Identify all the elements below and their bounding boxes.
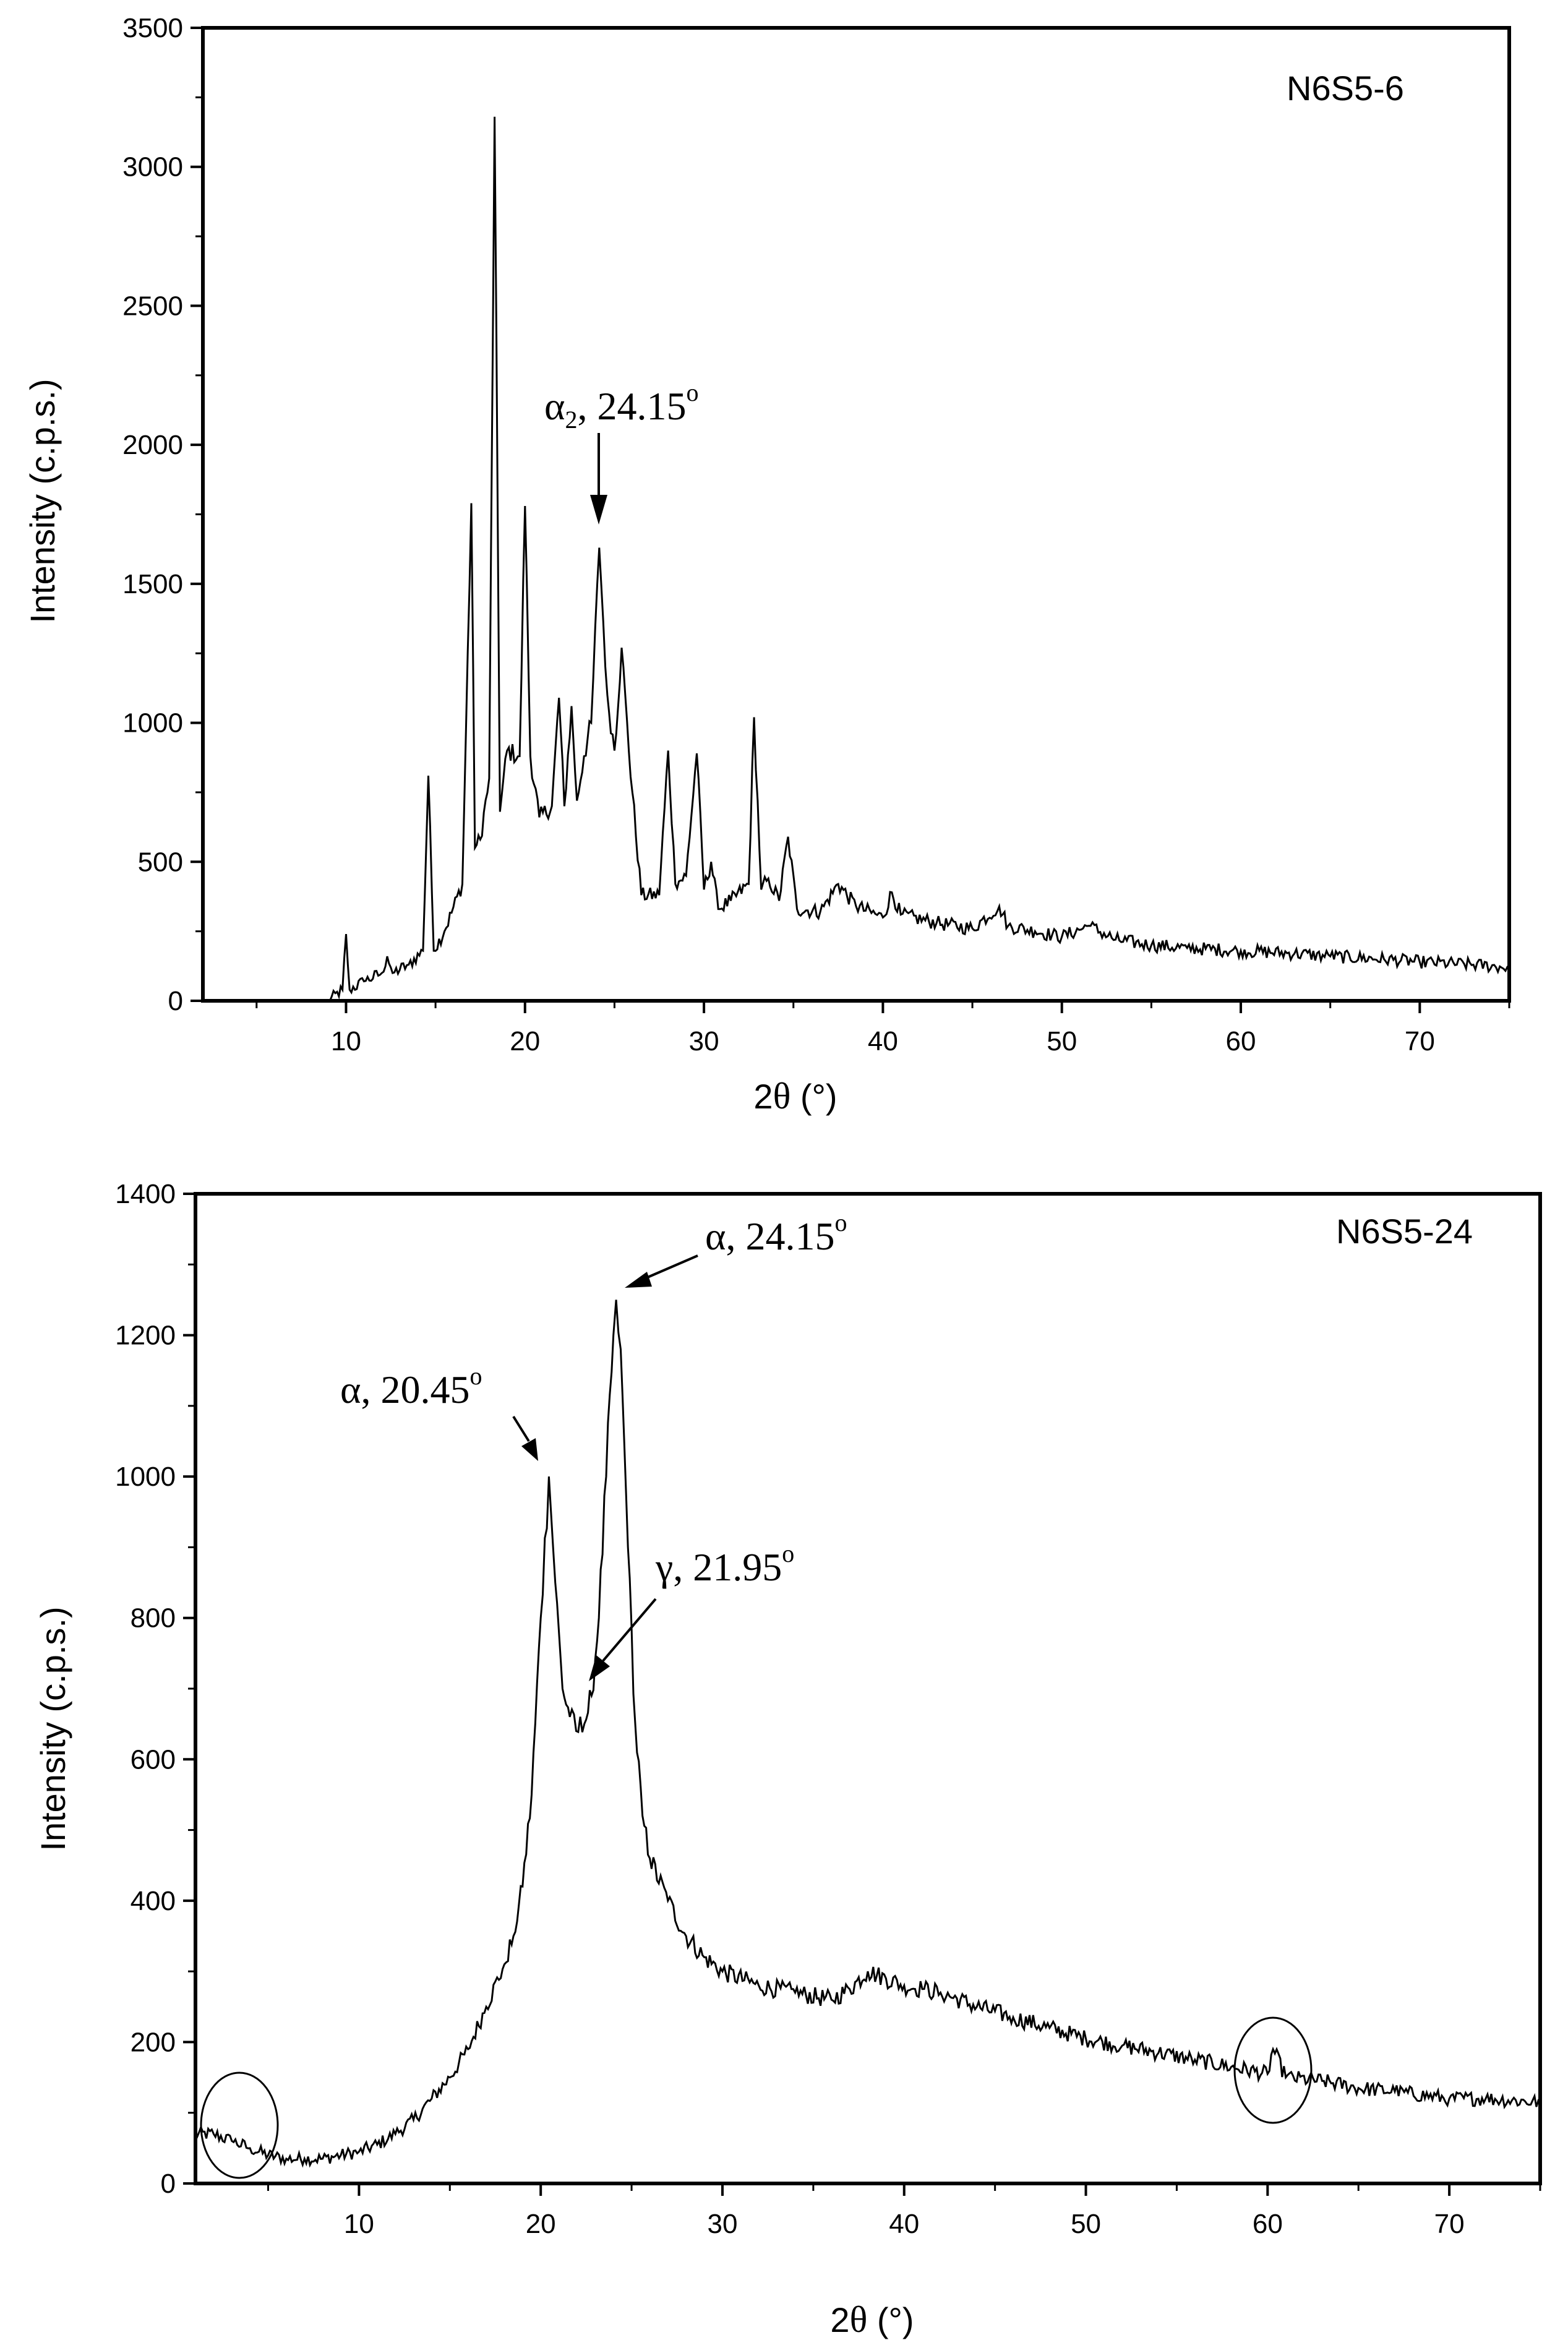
bottom-annotation-gamma-22-greek: γ [655, 1545, 673, 1589]
bottom-y-axis-label: Intensity (c.p.s.) [33, 1606, 72, 1851]
bottom-annotation-alpha-24-value: , 24.15 [726, 1214, 835, 1258]
bottom-annotation-alpha-20-value: , 20.45 [361, 1368, 470, 1412]
bottom-annotation-alpha-24-arrowhead [625, 1272, 652, 1288]
bottom-x-axis-label-prefix: 2 [830, 2300, 849, 2339]
bottom-annotation-gamma-22-value: , 21.95 [673, 1545, 782, 1589]
top-y-tick-label: 2000 [122, 430, 183, 460]
top-y-tick-label: 2500 [122, 291, 183, 321]
top-annotation-alpha2-subscript: 2 [565, 406, 578, 434]
bot-y-tick-label: 0 [161, 2169, 176, 2199]
top-annotation-alpha2-degree: o [687, 379, 699, 406]
bottom-circled-region-60deg [1233, 2016, 1313, 2124]
bottom-panel: 10 20 30 40 50 60 700200400600800100012001400 … [33, 1179, 1542, 2340]
bot-x-tick-label: 50 [1071, 2209, 1101, 2239]
bottom-annotation-alpha-20-arrowhead [521, 1438, 538, 1461]
top-x-tick-label: 50 [1047, 1026, 1077, 1056]
bot-y-tick-label: 400 [131, 1886, 176, 1916]
top-y-tick-label: 1500 [122, 569, 183, 599]
top-x-axis-label-prefix: 2 [753, 1077, 773, 1116]
top-x-tick-label: 10 [331, 1026, 361, 1056]
top-x-axis-label-symbol: θ [773, 1076, 791, 1116]
bottom-annotation-gamma-22-arrowhead [589, 1655, 610, 1681]
top-y-tick-label: 3000 [122, 152, 183, 182]
bottom-annotation-alpha-20-arrow-shaft [512, 1415, 530, 1442]
bot-x-tick-label: 60 [1253, 2209, 1283, 2239]
top-x-tick-label: 20 [510, 1026, 540, 1056]
bot-y-tick-label: 1000 [115, 1462, 176, 1492]
top-y-tick-label: 500 [138, 847, 183, 877]
top-y-tick-label: 0 [168, 986, 183, 1016]
top-y-tick-label: 1000 [122, 708, 183, 739]
top-annotation-alpha2-arrowhead [590, 495, 607, 525]
bot-y-tick-label: 1200 [115, 1321, 176, 1351]
top-y-axis-label: Intensity (c.p.s.) [23, 379, 62, 623]
bottom-annotation-alpha-24-greek: α [705, 1214, 726, 1258]
bot-x-tick-label: 40 [889, 2209, 919, 2239]
bottom-annotation-alpha-24-text: α, 24.15o [705, 1209, 847, 1258]
top-x-axis-label-suffix: (°) [790, 1077, 837, 1116]
bottom-annotation-alpha-24-arrow-shaft [643, 1254, 698, 1280]
bottom-circled-region-low-angle [200, 2072, 279, 2179]
bottom-annotation-alpha-20-text: α, 20.45o [340, 1362, 482, 1412]
bot-x-tick-label: 70 [1434, 2209, 1465, 2239]
bot-x-tick-label: 20 [526, 2209, 556, 2239]
top-x-tick-label: 60 [1226, 1026, 1256, 1056]
top-annotation-alpha2-value: , 24.15 [578, 384, 687, 428]
bot-y-tick-label: 200 [131, 2027, 176, 2057]
top-x-tick-label: 70 [1405, 1026, 1435, 1056]
bottom-tick-marks [183, 1193, 1541, 2196]
bottom-x-axis-label: 2θ (°) [830, 2299, 914, 2340]
top-sample-label: N6S5-6 [1287, 69, 1404, 108]
top-x-tick-label: 40 [868, 1026, 898, 1056]
bottom-annotation-alpha-20-degree: o [470, 1362, 482, 1390]
bot-y-tick-label: 1400 [115, 1179, 176, 1209]
bottom-diffraction-trace [194, 1300, 1541, 2168]
top-tick-marks [191, 27, 1510, 1013]
bottom-annotation-gamma-22-degree: o [782, 1540, 794, 1567]
bottom-annotation-alpha-20: α, 20.45o [340, 1362, 538, 1461]
bottom-annotation-gamma-22-text: γ, 21.95o [655, 1540, 794, 1589]
bottom-plot-frame [194, 1192, 1542, 2185]
top-annotation-alpha2-greek: α [544, 384, 565, 428]
bot-x-tick-label: 30 [707, 2209, 737, 2239]
top-x-tick-label: 30 [689, 1026, 719, 1056]
bottom-annotation-alpha-20-greek: α [340, 1368, 361, 1412]
bot-x-tick-label: 10 [344, 2209, 374, 2239]
bottom-annotation-alpha-24-degree: o [835, 1209, 847, 1236]
top-panel: 10 20 30 40 50 60 70 0 500 1000 1500 2000 2500 3000 35… [23, 13, 1511, 1116]
bottom-annotation-gamma-22-arrow-shaft [602, 1598, 657, 1662]
bottom-annotation-gamma-22: γ, 21.95o [589, 1540, 794, 1681]
bottom-x-axis-label-symbol: θ [850, 2299, 868, 2340]
top-y-tick-label: 3500 [122, 13, 183, 43]
bot-y-tick-label: 800 [131, 1603, 176, 1634]
top-annotation-alpha2-text: α2, 24.15o [544, 379, 699, 434]
bottom-annotation-alpha-24: α, 24.15o [625, 1209, 847, 1288]
top-plot-frame [201, 26, 1511, 1003]
top-annotation-alpha2: α2, 24.15o [544, 379, 699, 525]
bot-y-tick-label: 600 [131, 1744, 176, 1775]
bottom-x-axis-label-suffix: (°) [867, 2300, 914, 2339]
bottom-tick-labels: 10 20 30 40 50 60 70 0 200 400 600 800 1000 1200 1400 [115, 1179, 1464, 2239]
top-diffraction-trace [328, 116, 1510, 1002]
top-x-axis-label: 2θ (°) [753, 1076, 837, 1116]
bottom-sample-label: N6S5-24 [1336, 1212, 1473, 1251]
top-tick-labels: 10 20 30 40 50 60 70 0 500 1000 1500 2000 2500 3000 35… [122, 13, 1435, 1056]
